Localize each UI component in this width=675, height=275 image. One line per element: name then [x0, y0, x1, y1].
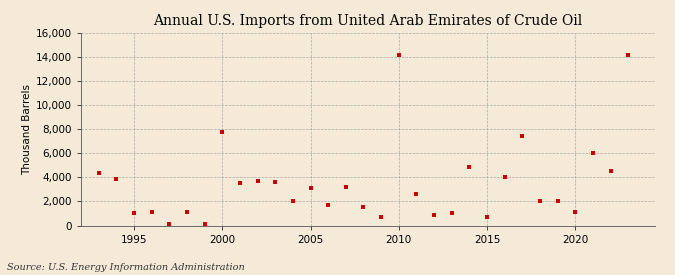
Point	[164, 222, 175, 227]
Point	[252, 179, 263, 183]
Point	[464, 164, 475, 169]
Point	[234, 181, 245, 186]
Point	[358, 205, 369, 210]
Point	[340, 185, 351, 189]
Point	[128, 211, 139, 216]
Point	[535, 199, 545, 204]
Point	[623, 53, 634, 57]
Point	[323, 203, 333, 207]
Point	[217, 130, 227, 134]
Point	[270, 180, 281, 184]
Point	[288, 199, 298, 204]
Point	[587, 151, 598, 155]
Y-axis label: Thousand Barrels: Thousand Barrels	[22, 84, 32, 175]
Text: Source: U.S. Energy Information Administration: Source: U.S. Energy Information Administ…	[7, 263, 244, 272]
Point	[570, 210, 580, 214]
Title: Annual U.S. Imports from United Arab Emirates of Crude Oil: Annual U.S. Imports from United Arab Emi…	[153, 14, 583, 28]
Point	[305, 186, 316, 190]
Point	[146, 210, 157, 214]
Point	[411, 192, 422, 196]
Point	[552, 199, 563, 204]
Point	[605, 169, 616, 174]
Point	[482, 215, 493, 219]
Point	[429, 213, 439, 217]
Point	[500, 175, 510, 180]
Point	[199, 222, 210, 227]
Point	[376, 215, 387, 219]
Point	[446, 211, 457, 216]
Point	[111, 176, 122, 181]
Point	[394, 53, 404, 57]
Point	[182, 210, 192, 214]
Point	[517, 134, 528, 139]
Point	[93, 170, 104, 175]
